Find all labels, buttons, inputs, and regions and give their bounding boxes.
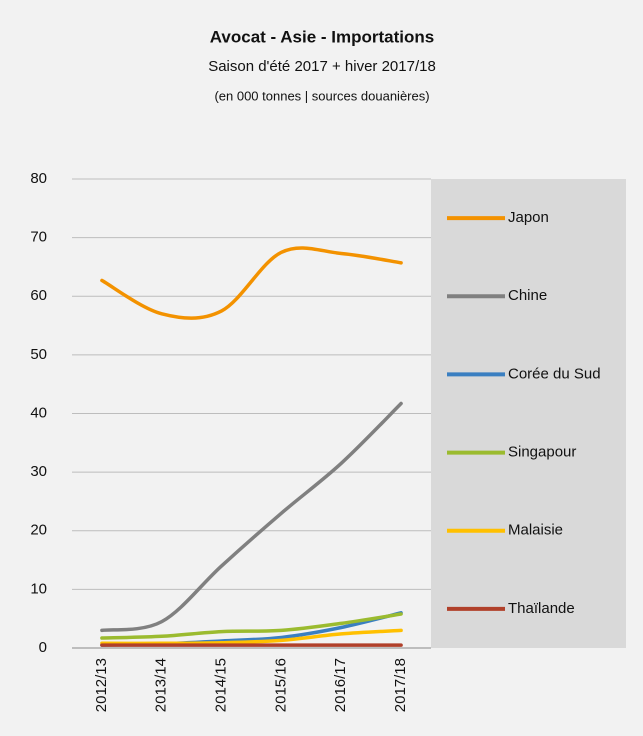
x-tick-label: 2017/18 — [392, 658, 409, 712]
legend-label: Corée du Sud — [508, 365, 601, 382]
y-tick-label: 0 — [39, 639, 47, 656]
chart-note: (en 000 tonnes | sources douanières) — [214, 88, 429, 103]
y-tick-label: 50 — [30, 346, 47, 363]
x-tick-label: 2016/17 — [332, 658, 349, 712]
legend-label: Thaïlande — [508, 600, 575, 617]
y-tick-label: 30 — [30, 463, 47, 480]
x-tick-label: 2015/16 — [272, 658, 289, 712]
x-tick-label: 2012/13 — [93, 658, 110, 712]
legend-label: Japon — [508, 209, 549, 226]
y-tick-label: 60 — [30, 287, 47, 304]
y-tick-label: 70 — [30, 229, 47, 246]
legend-box — [431, 179, 626, 648]
y-tick-label: 10 — [30, 580, 47, 597]
legend-label: Chine — [508, 287, 547, 304]
legend-label: Singapour — [508, 444, 576, 461]
y-tick-label: 20 — [30, 522, 47, 539]
x-tick-label: 2014/15 — [213, 658, 230, 712]
x-tick-label: 2013/14 — [153, 658, 170, 712]
y-tick-label: 80 — [30, 170, 47, 187]
series-line — [100, 612, 403, 640]
legend-label: Malaisie — [508, 522, 563, 539]
chart-subtitle: Saison d'été 2017 + hiver 2017/18 — [208, 58, 436, 75]
series-line — [100, 401, 403, 633]
y-tick-label: 40 — [30, 404, 47, 421]
chart-title: Avocat - Asie - Importations — [210, 27, 435, 46]
series-line — [100, 246, 403, 320]
